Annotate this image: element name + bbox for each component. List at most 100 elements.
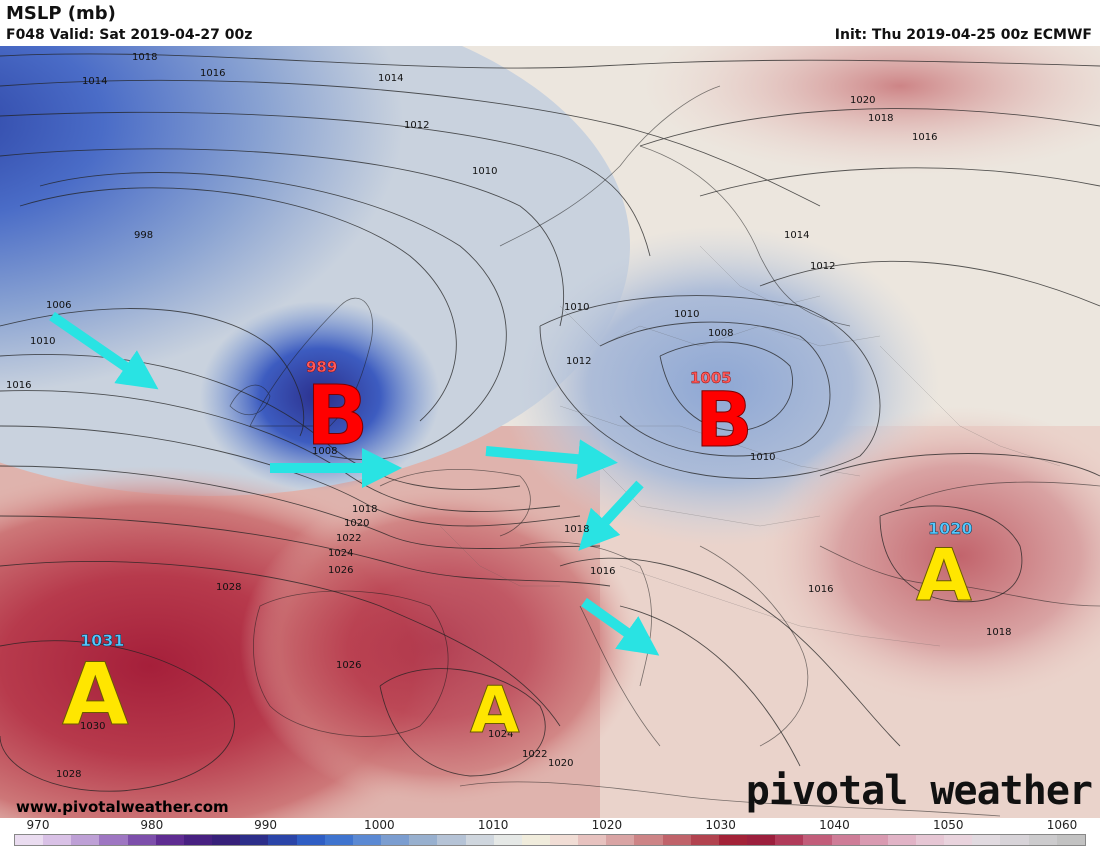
isobar-label: 1024 <box>488 729 513 740</box>
isobar-label: 1016 <box>808 584 833 595</box>
colorbar-swatch <box>690 835 719 845</box>
colorbar <box>14 834 1086 846</box>
header: MSLP (mb) F048 Valid: Sat 2019-04-27 00z… <box>0 0 1100 46</box>
isobar-label: 1010 <box>750 452 775 463</box>
colorbar-swatch <box>747 835 776 845</box>
isobar-label: 1020 <box>850 95 875 106</box>
isobar-label: 1018 <box>986 627 1011 638</box>
colorbar-swatch <box>944 835 973 845</box>
brand-logo: pivotal weather <box>745 768 1093 814</box>
isobar-label: 1028 <box>56 769 81 780</box>
colorbar-swatch <box>296 835 325 845</box>
colorbar-tick-label: 990 <box>254 818 277 832</box>
colorbar-swatch <box>859 835 888 845</box>
colorbar-swatch <box>1000 835 1029 845</box>
colorbar-tick-label: 1060 <box>1046 818 1078 832</box>
low-pressure-value: 1005 <box>690 369 732 387</box>
colorbar-swatch <box>887 835 916 845</box>
colorbar-swatch <box>1056 835 1085 845</box>
colorbar-swatch <box>972 835 1001 845</box>
isobar-label: 1016 <box>912 132 937 143</box>
high-pressure-value: 1020 <box>928 519 973 538</box>
isobar-label: 1010 <box>674 309 699 320</box>
isobar-label: 1022 <box>522 749 547 760</box>
colorbar-swatch <box>437 835 466 845</box>
colorbar-tick-label: 1050 <box>932 818 964 832</box>
colorbar-swatch <box>381 835 410 845</box>
isobar-label: 1030 <box>80 721 105 732</box>
isobar-label: 1006 <box>46 300 71 311</box>
isobar-label: 1026 <box>328 565 353 576</box>
isobar-label: 1010 <box>30 336 55 347</box>
colorbar-tick-label: 1020 <box>591 818 623 832</box>
colorbar-swatch <box>803 835 832 845</box>
isobar-label: 1024 <box>328 548 353 559</box>
isobar-label: 1012 <box>810 261 835 272</box>
low-pressure-letter: B <box>695 375 753 464</box>
isobar-label: 1010 <box>564 302 589 313</box>
colorbar-swatch <box>718 835 748 845</box>
colorbar-swatch <box>409 835 438 845</box>
colorbar-swatch <box>183 835 213 845</box>
isobar-label: 1018 <box>564 524 589 535</box>
colorbar-swatch <box>324 835 353 845</box>
isobar-label: 1028 <box>216 582 241 593</box>
colorbar-swatch <box>549 835 579 845</box>
low-pressure-letter: B <box>306 369 369 464</box>
colorbar-tick-label: 970 <box>26 818 50 832</box>
isobar-label: 1020 <box>344 518 369 529</box>
isobar-label: 1018 <box>352 504 377 515</box>
colorbar-swatch <box>775 835 804 845</box>
isobar-label: 1010 <box>472 166 497 177</box>
pressure-map: 1018 1016 1014 1014 1012 1010 998 1006 1… <box>0 46 1100 818</box>
isobar-label: 1014 <box>82 76 107 87</box>
isobar-label: 998 <box>134 230 153 241</box>
colorbar-tick-label: 1030 <box>705 818 736 832</box>
isobar-label: 1012 <box>404 120 429 131</box>
chart-title: MSLP (mb) <box>6 3 116 24</box>
flow-arrow <box>485 439 618 480</box>
high-pressure-value: 1031 <box>80 631 125 650</box>
isobar-label: 1018 <box>132 52 157 63</box>
isobar-label: 1012 <box>566 356 591 367</box>
low-pressure-value: 989 <box>306 358 337 376</box>
init-time: Init: Thu 2019-04-25 00z ECMWF <box>834 27 1092 43</box>
isobar-label: 1026 <box>336 660 361 671</box>
colorbar-swatch <box>493 835 522 845</box>
colorbar-swatch <box>831 835 860 845</box>
colorbar-swatch <box>916 835 945 845</box>
isobar-label: 1014 <box>378 73 403 84</box>
flow-arrow <box>581 597 660 656</box>
isobar-label: 1016 <box>6 380 31 391</box>
flow-arrow <box>49 311 159 390</box>
colorbar-tick-label: 1010 <box>477 818 509 832</box>
isobar-label: 1016 <box>200 68 225 79</box>
colorbar-tick-label: 980 <box>140 818 164 832</box>
colorbar-swatch <box>1028 835 1057 845</box>
isobar-label: 1014 <box>784 230 809 241</box>
isobar-label: 1020 <box>548 758 573 769</box>
high-pressure-letter: A <box>62 645 129 745</box>
colorbar-swatch <box>521 835 550 845</box>
colorbar-swatch <box>268 835 297 845</box>
isobar-label: 1008 <box>312 446 337 457</box>
colorbar-swatch <box>606 835 635 845</box>
isobar-label: 1008 <box>708 328 733 339</box>
colorbar-swatch <box>127 835 156 845</box>
colorbar-tick-label: 1000 <box>364 818 395 832</box>
isobar-label: 1018 <box>868 113 893 124</box>
colorbar-swatch <box>43 835 72 845</box>
colorbar-tick-label: 1040 <box>819 818 850 832</box>
high-pressure-letter: A <box>470 674 520 748</box>
isobar-label: 1022 <box>336 533 361 544</box>
website-url: www.pivotalweather.com <box>16 798 229 816</box>
colorbar-swatch <box>352 835 382 845</box>
colorbar-swatch <box>15 835 44 845</box>
colorbar-swatch <box>634 835 663 845</box>
colorbar-swatch <box>578 835 607 845</box>
colorbar-swatch <box>662 835 691 845</box>
colorbar-ticks: 970 980 990 1000 1010 1020 1030 1040 1050 1060 <box>0 818 1100 834</box>
colorbar-swatch <box>99 835 128 845</box>
high-pressure-letter: A <box>916 533 972 617</box>
flow-arrow <box>578 480 644 551</box>
